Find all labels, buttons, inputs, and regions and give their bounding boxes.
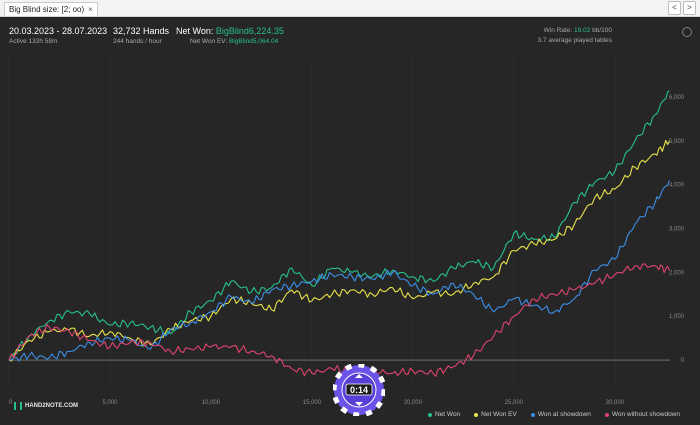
spade-icon	[355, 374, 363, 378]
legend-swatch	[530, 412, 535, 417]
legend-label: Won without showdown	[611, 411, 680, 418]
win-rate-unit: bb/100	[592, 27, 612, 34]
x-tick-label: 0	[9, 400, 13, 406]
tab-big-blind-filter[interactable]: Big Blind size: [2; oo) ×	[4, 2, 98, 16]
legend-label: Net Won EV	[481, 411, 517, 418]
net-won-graph: 0 1,000 2,000 3,000 4,000 5,000 6,000 0 5,000 10…	[8, 57, 685, 406]
legend-label: Net Won	[435, 411, 461, 418]
win-rate-value: 19.02	[574, 27, 591, 34]
gear-icon[interactable]	[682, 27, 692, 37]
x-tick-label: 20,000	[404, 400, 423, 406]
y-tick-label: 6,000	[669, 95, 685, 101]
net-won-value: BigBlind6,224.35	[215, 26, 284, 36]
avg-tables: 3.7 average played tables	[537, 37, 612, 44]
hands-rate: 244 hands / hour	[113, 38, 162, 45]
date-range: 20.03.2023 - 28.07.2023	[9, 26, 108, 36]
x-tick-label: 25,000	[505, 400, 524, 406]
legend-swatch	[604, 412, 609, 417]
legend-swatch	[428, 412, 432, 417]
legend-item[interactable]: Won without showdown	[604, 411, 680, 418]
series-line-3	[8, 263, 670, 377]
chip-edge	[333, 364, 385, 416]
hand2note-logo: HAND2NOTE.COM	[14, 402, 78, 410]
win-rate-label: Win Rate:	[543, 27, 573, 34]
forward-button[interactable]: >	[683, 1, 696, 15]
x-axis-ticks: 0 5,000 10,000 15,000 20,000 25,000 30,000	[9, 400, 625, 406]
net-won-label: Net Won:	[176, 26, 214, 36]
net-won-ev: Net Won EV: BigBlind5,064.04	[190, 38, 278, 45]
active-time: Active 133h 58m	[9, 38, 58, 45]
hands-count: 32,732 Hands	[113, 26, 170, 36]
y-axis-ticks: 0 1,000 2,000 3,000 4,000 5,000 6,000	[669, 95, 685, 364]
y-tick-label: 1,000	[669, 314, 685, 320]
x-tick-label: 10,000	[202, 400, 221, 406]
series-line-1	[8, 139, 670, 362]
series-lines	[8, 90, 670, 377]
tab-bar: Big Blind size: [2; oo) × < >	[0, 0, 700, 17]
net-won-ev-value: BigBlind5,064.04	[229, 38, 279, 45]
net-won: Net Won: BigBlind6,224.35	[176, 26, 284, 36]
y-tick-label: 0	[681, 358, 685, 364]
series-line-0	[8, 90, 670, 361]
tab-label: Big Blind size: [2; oo)	[9, 4, 85, 14]
x-tick-label: 5,000	[102, 400, 118, 406]
net-won-ev-label: Net Won EV:	[190, 38, 228, 45]
legend-item[interactable]: Net Won EV	[474, 411, 517, 418]
grid	[8, 57, 616, 387]
legend-swatch	[474, 412, 479, 417]
logo-text: HAND2NOTE.COM	[25, 403, 79, 409]
win-rate: Win Rate: 19.02 bb/100	[544, 27, 612, 34]
back-button[interactable]: <	[668, 1, 681, 15]
y-tick-label: 3,000	[669, 227, 685, 233]
y-tick-label: 5,000	[669, 139, 685, 145]
chip-display	[345, 383, 373, 396]
x-tick-label: 15,000	[303, 400, 322, 406]
y-tick-label: 2,000	[669, 270, 685, 276]
close-icon[interactable]: ×	[88, 4, 93, 14]
legend-item[interactable]: Net Won	[428, 411, 460, 418]
x-tick-label: 30,000	[606, 400, 625, 406]
legend-label: Won at showdown	[537, 411, 591, 418]
series-line-2	[8, 180, 670, 362]
legend-item[interactable]: Won at showdown	[530, 411, 591, 418]
y-tick-label: 4,000	[669, 183, 685, 189]
diamond-icon	[355, 402, 363, 406]
logo-icon	[14, 402, 22, 410]
legend: Net Won Net Won EV Won at showdown Won with…	[428, 411, 680, 418]
timer-chip[interactable]: 0:14	[333, 364, 385, 416]
chip-badge-text: 0:14	[350, 385, 368, 395]
nav-buttons: < >	[668, 1, 696, 15]
graph-panel: 20.03.2023 - 28.07.2023 Active 133h 58m …	[0, 17, 700, 425]
